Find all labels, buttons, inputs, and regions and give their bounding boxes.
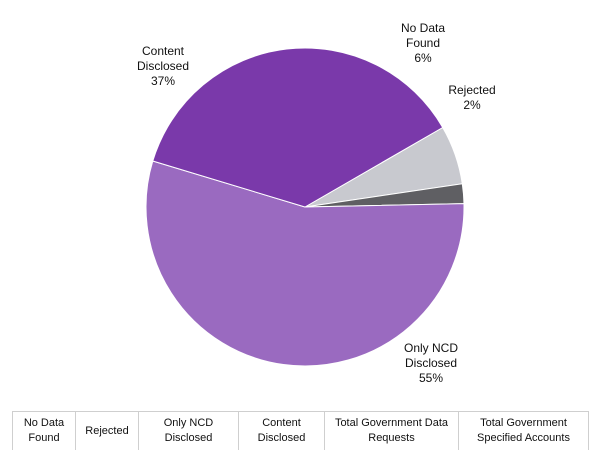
pie-slice-content-disclosed [152,47,444,208]
pie-slice-only-ncd-disclosed [145,160,465,367]
pie-chart: No Data Found 6%Rejected 2% Only NCD Disclose… [137,21,496,385]
header-no-data-found: No Data Found [12,411,76,450]
header-total-government-specified-accounts: Total Government Specified Accounts [458,411,589,450]
header-only-ncd-disclosed: Only NCD Disclosed [138,411,239,450]
slice-label-only-ncd-disclosed: Only NCD Disclosed 55% [404,341,458,385]
summary-table-header-row: No Data Found Rejected Only NCD Disclose… [12,411,589,450]
slice-label-no-data-found: No Data Found 6% [401,21,445,65]
slice-label-content-disclosed: Content Disclosed 37% [137,44,189,88]
slice-label-rejected: Rejected 2% [448,83,495,112]
header-rejected: Rejected [75,411,139,450]
summary-table: No Data Found Rejected Only NCD Disclose… [12,411,589,450]
header-content-disclosed: Content Disclosed [238,411,325,450]
header-total-government-data-requests: Total Government Data Requests [324,411,459,450]
